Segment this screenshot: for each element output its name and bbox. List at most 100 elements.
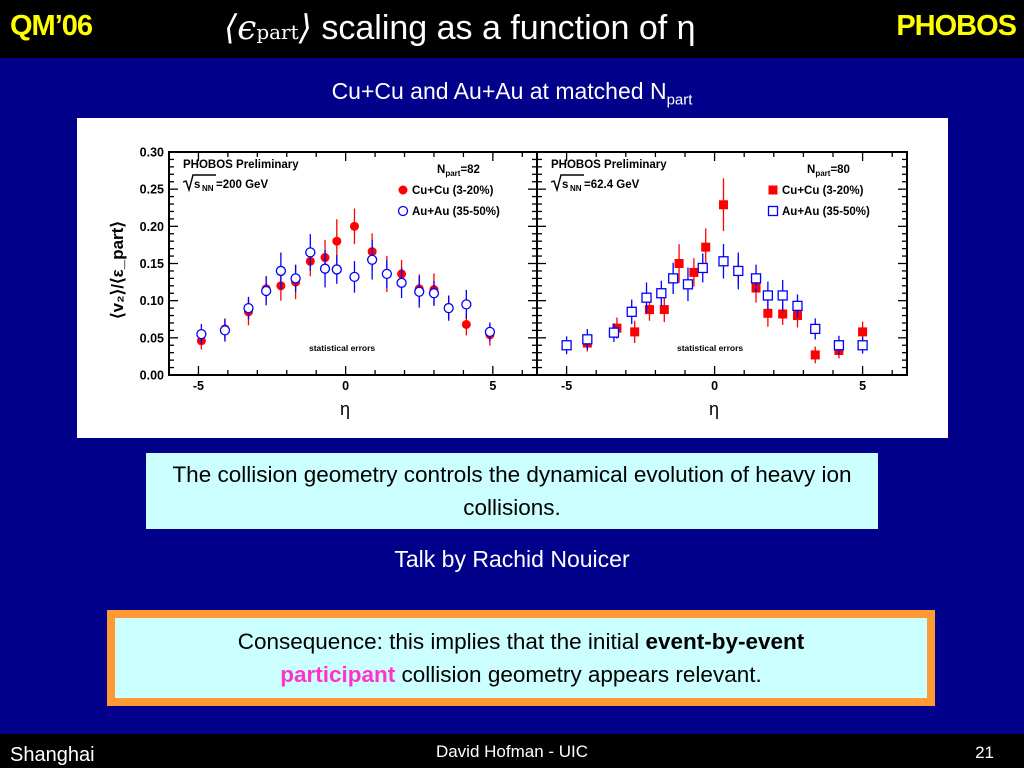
left-data-point [381, 268, 393, 280]
right-legend-marker [768, 185, 778, 195]
right-data-point [656, 288, 667, 299]
statement-box: The collision geometry controls the dyna… [146, 453, 878, 529]
right-npart-n: N [807, 164, 815, 176]
left-y-tick-label: 0.20 [140, 220, 164, 234]
left-energy-root: s [194, 179, 200, 191]
talk-reference: Talk by Rachid Nouicer [394, 546, 630, 572]
left-data-point [396, 277, 407, 288]
right-data-point [630, 327, 640, 337]
right-data-point [763, 308, 773, 318]
right-npart-sub: part [815, 169, 830, 178]
left-npart-n: N [437, 164, 445, 176]
consequence-frame: Consequence: this implies that the initi… [107, 610, 935, 706]
panel-left: -5 0 5 0.00 0.05 0.10 0.15 0.20 0.25 0.30 η PHOBOS … [140, 146, 538, 419]
right-energy-label: =62.4 GeV [584, 179, 640, 191]
left-sqrt-symbol [182, 174, 216, 193]
left-x-tick-label: 0 [342, 379, 349, 393]
right-preliminary-label: PHOBOS Preliminary [551, 159, 667, 171]
left-data-point [275, 265, 287, 277]
right-data-point [626, 306, 637, 317]
left-x-tick-label: -5 [193, 379, 204, 393]
right-legend-label: Au+Au (35-50%) [782, 206, 870, 218]
left-y-tick-label: 0.05 [140, 331, 164, 345]
right-data-point [682, 279, 694, 290]
left-legend-marker [398, 185, 408, 195]
left-data-point [484, 326, 496, 338]
left-data-point [261, 285, 272, 297]
y-axis-title: ⟨v₂⟩/⟨ε_part⟩ [108, 221, 127, 319]
slide-subtitle: Cu+Cu and Au+Au at matched Npart [0, 78, 1024, 109]
left-npart-label: Npart=82 [437, 164, 480, 178]
consequence-bold: event-by-event [645, 629, 805, 654]
right-data-point [777, 290, 788, 301]
footer-place: Shanghai [10, 744, 95, 766]
left-x-tick-label: 5 [489, 379, 496, 393]
y-axis-label: ⟨v₂⟩/⟨ε_part⟩ [108, 221, 127, 319]
left-legend-label: Au+Au (35-50%) [412, 206, 500, 218]
left-data-point [428, 288, 440, 299]
left-npart-sub: part [445, 169, 460, 178]
title-symbol-close: ⟩ [298, 8, 312, 48]
title-symbol-subscript: part [256, 20, 299, 44]
left-data-point [196, 328, 207, 340]
subtitle-main: Cu+Cu and Au+Au at matched N [331, 78, 667, 104]
page-number: 21 [975, 743, 994, 762]
left-y-tick-label: 0.10 [140, 294, 164, 308]
consequence-text-2: collision geometry appears relevant. [395, 662, 762, 687]
right-x-tick-label: 5 [859, 379, 866, 393]
left-data-point [414, 286, 425, 297]
right-x-tick-label: -5 [561, 379, 572, 393]
left-y-tick-label: 0.00 [140, 369, 164, 383]
right-energy-root: s [562, 179, 568, 191]
left-preliminary-label: PHOBOS Preliminary [183, 159, 299, 171]
footer-bar [0, 734, 1024, 768]
left-footnote: statistical errors [309, 343, 375, 353]
left-data-point [349, 221, 359, 231]
left-data-point [243, 302, 254, 314]
right-data-point [668, 273, 679, 284]
right-legend-marker [767, 205, 779, 217]
title-bar [0, 0, 1024, 58]
right-data-point [674, 259, 684, 268]
right-data-point [750, 273, 762, 284]
right-x-axis-title: η [709, 399, 719, 419]
left-y-tick-label: 0.30 [140, 146, 164, 160]
right-data-point [810, 350, 820, 360]
right-footnote: statistical errors [677, 343, 743, 353]
right-data-point [701, 242, 711, 252]
left-data-point [461, 299, 472, 310]
left-energy-label: =200 GeV [216, 179, 268, 191]
left-legend-marker [397, 205, 409, 217]
right-data-point [582, 334, 593, 345]
right-energy-root-sub: NN [570, 184, 582, 193]
right-data-point [718, 200, 728, 210]
left-npart-value: =82 [460, 164, 480, 176]
right-data-point [778, 309, 788, 319]
right-data-point [792, 300, 803, 312]
left-data-point [219, 325, 231, 336]
left-data-point [332, 236, 342, 246]
consequence-text-1: Consequence: this implies that the initi… [237, 629, 646, 654]
left-data-point [331, 264, 342, 275]
right-data-point [718, 256, 729, 267]
right-data-point [561, 340, 572, 351]
left-energy-root-sub: NN [202, 184, 214, 193]
subtitle-subscript: part [666, 91, 693, 109]
left-data-point [305, 247, 316, 258]
chart-svg: -5 0 5 0.00 0.05 0.10 0.15 0.20 0.25 0.30 η PHOBOS … [108, 146, 908, 419]
right-data-point [608, 327, 620, 338]
right-data-point [857, 340, 868, 351]
slide-title: ⟨ϵpart⟩ scaling as a function of η [224, 8, 696, 48]
left-y-tick-label: 0.15 [140, 257, 164, 271]
right-data-point [697, 262, 708, 274]
right-data-point [733, 265, 744, 277]
left-data-point [290, 273, 301, 284]
collaboration-label: PHOBOS [896, 10, 1017, 42]
left-data-point [443, 302, 454, 314]
left-data-point [349, 271, 360, 283]
right-x-tick-label: 0 [711, 379, 718, 393]
right-data-point [641, 292, 652, 303]
left-data-point [461, 319, 471, 329]
right-data-point [858, 327, 868, 337]
left-data-point [319, 263, 331, 274]
